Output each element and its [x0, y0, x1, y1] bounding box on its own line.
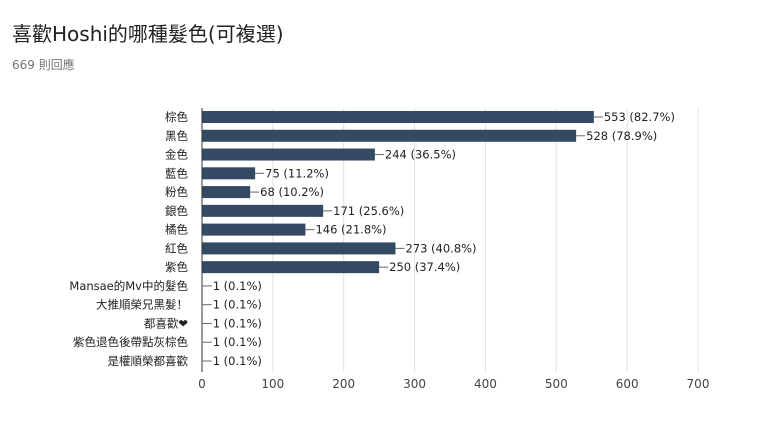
- bar: [202, 129, 577, 142]
- category-label: 銀色: [165, 204, 188, 218]
- data-label: 1 (0.1%): [213, 316, 262, 330]
- category-label: 都喜歡❤: [144, 316, 188, 330]
- category-label: 金色: [165, 148, 188, 162]
- data-label: 273 (40.8%): [405, 241, 476, 255]
- bar: [202, 261, 380, 274]
- x-tick-label: 700: [687, 377, 710, 391]
- x-tick-label: 600: [616, 377, 639, 391]
- category-label: 紫色: [165, 260, 188, 274]
- x-tick-label: 100: [261, 377, 284, 391]
- x-tick-label: 500: [545, 377, 568, 391]
- data-label: 1 (0.1%): [213, 298, 262, 312]
- category-label: 棕色: [165, 110, 188, 124]
- x-tick-label: 0: [198, 377, 206, 391]
- bar: [202, 167, 256, 180]
- category-label: Mansae的Mv中的髮色: [69, 279, 188, 293]
- x-tick-label: 300: [403, 377, 426, 391]
- x-tick-label: 200: [332, 377, 355, 391]
- category-label: 大推順榮兄黑髮！: [96, 298, 188, 312]
- data-label: 1 (0.1%): [213, 335, 262, 349]
- data-label: 1 (0.1%): [213, 354, 262, 368]
- category-label: 橘色: [165, 223, 188, 237]
- bars: [202, 111, 603, 362]
- data-label: 68 (10.2%): [260, 185, 324, 199]
- category-label: 黑色: [165, 129, 188, 143]
- category-label: 紅色: [165, 241, 188, 255]
- data-label: 553 (82.7%): [604, 110, 675, 124]
- category-label: 是權順榮都喜歡: [108, 354, 189, 368]
- bar: [202, 223, 306, 236]
- bar: [202, 186, 251, 199]
- category-label: 粉色: [165, 185, 188, 199]
- x-tick-label: 400: [474, 377, 497, 391]
- bar: [202, 242, 396, 255]
- data-label: 244 (36.5%): [385, 148, 456, 162]
- bar: [202, 111, 594, 123]
- data-label: 146 (21.8%): [315, 223, 386, 237]
- bar: [202, 204, 324, 217]
- labels: 0 100 200 300 400 500 600 700 棕色 553 (82.7%) 黑色 528…: [69, 110, 709, 391]
- bar: [202, 148, 375, 161]
- category-label: 紫色退色後帶點灰棕色: [73, 335, 188, 349]
- category-label: 藍色: [165, 166, 188, 180]
- gridlines: [272, 108, 699, 372]
- data-label: 250 (37.4%): [389, 260, 460, 274]
- data-label: 75 (11.2%): [265, 166, 329, 180]
- data-label: 1 (0.1%): [213, 279, 262, 293]
- response-count: 669 則回應: [12, 58, 75, 72]
- data-label: 171 (25.6%): [333, 204, 404, 218]
- chart-title: 喜歡Hoshi的哪種髮色(可複選): [12, 22, 284, 46]
- data-label: 528 (78.9%): [586, 129, 657, 143]
